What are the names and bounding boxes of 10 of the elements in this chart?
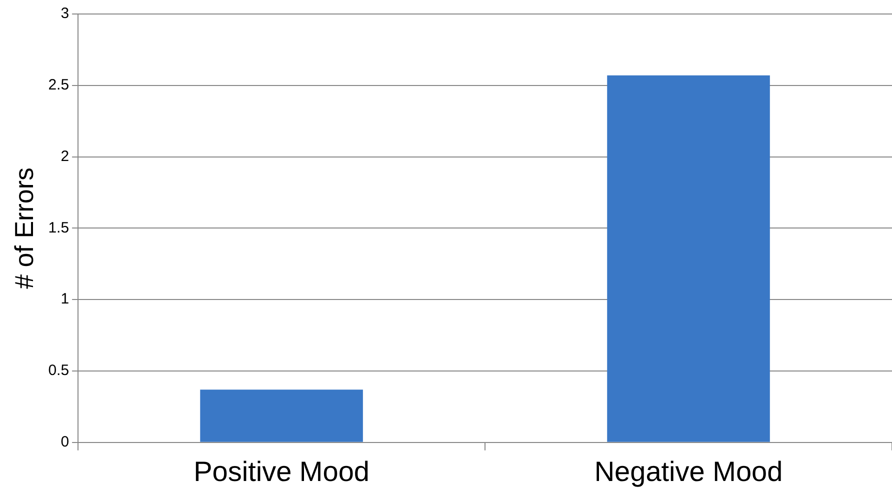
y-tick-label: 2 (60, 148, 70, 165)
y-tick-label: 2.5 (48, 76, 70, 94)
y-tick-label: 1.5 (48, 219, 70, 236)
x-tick-label: Positive Mood (194, 456, 370, 487)
x-tick-label: Negative Mood (594, 456, 783, 487)
y-tick-label: 0 (60, 434, 70, 451)
y-axis-title: # of Errors (8, 168, 39, 289)
y-tick-label: 1 (60, 290, 70, 308)
y-tick-label: 3 (60, 5, 70, 22)
y-tick-label: 0.5 (48, 362, 70, 380)
